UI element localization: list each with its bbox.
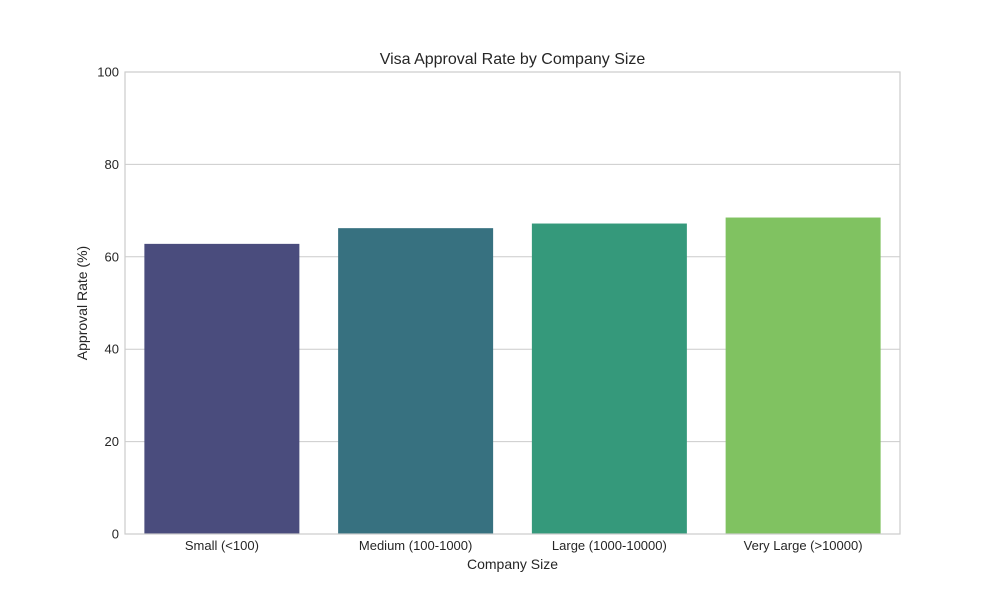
y-tick-label: 40 (105, 342, 119, 357)
y-axis-label: Approval Rate (%) (74, 246, 90, 360)
x-tick-label: Small (<100) (185, 538, 259, 553)
plot-frame (124, 71, 901, 535)
y-tick-label: 60 (105, 249, 119, 264)
y-tick-label: 100 (97, 65, 119, 80)
chart-title: Visa Approval Rate by Company Size (380, 51, 646, 68)
y-tick-labels: 0 20 40 60 80 100 (97, 65, 119, 542)
bar (144, 243, 300, 534)
x-tick-label: Very Large (>10000) (744, 538, 863, 553)
bar (725, 217, 881, 534)
x-tick-labels: Small (<100) Medium (100-1000) Large (1000… (185, 538, 863, 553)
bars (144, 217, 881, 534)
y-tick-label: 80 (105, 157, 119, 172)
x-axis-label: Company Size (467, 556, 558, 572)
y-tick-label: 20 (105, 434, 119, 449)
x-tick-label: Large (1000-10000) (552, 538, 667, 553)
y-tick-label: 0 (112, 527, 119, 542)
bar (531, 223, 687, 534)
bar (338, 228, 494, 534)
x-tick-label: Medium (100-1000) (359, 538, 472, 553)
